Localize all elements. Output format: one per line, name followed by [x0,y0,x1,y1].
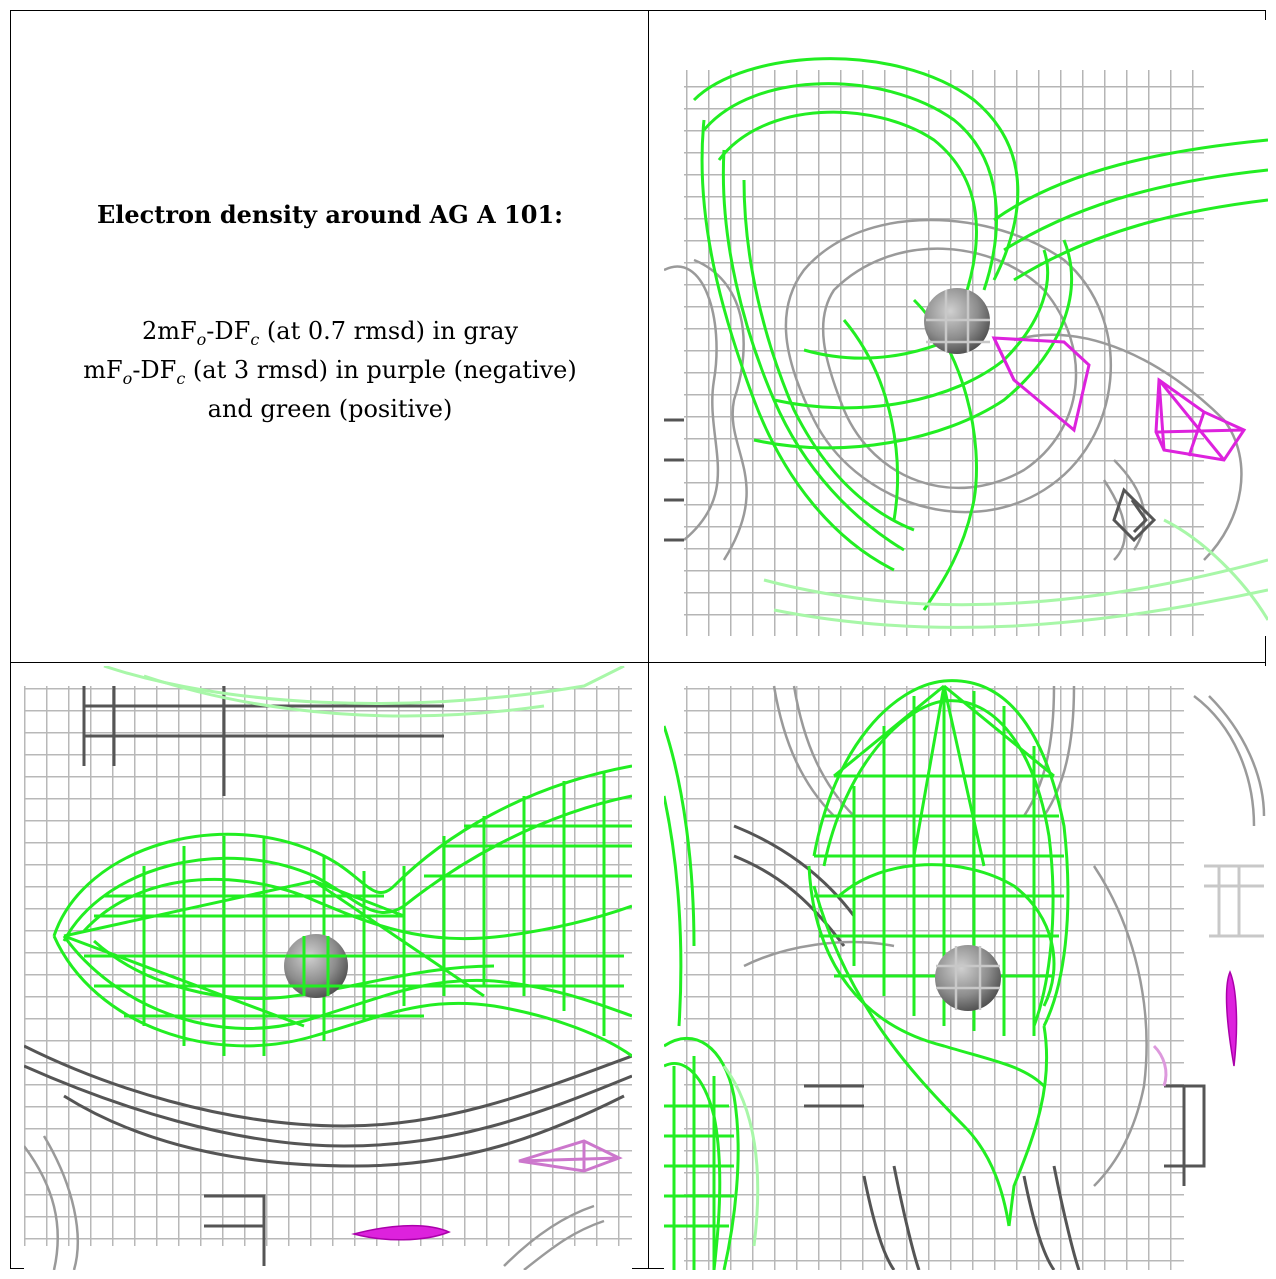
caption-title: Electron density around AG A 101: [97,200,563,229]
density-panel-top-right [664,20,1268,636]
horizontal-divider [10,662,1266,663]
green-mesh-over-atom [286,936,346,996]
gray-mesh-grid [684,686,1184,1270]
green-mesh-faded [103,666,625,718]
density-mesh-view-2 [24,666,632,1270]
purple-mesh-negative [991,336,1247,462]
vertical-divider [648,10,649,1269]
green-mesh-positive [664,679,1070,1270]
purple-mesh-faded [1152,1044,1168,1087]
green-mesh-faded [722,1065,760,1247]
green-mesh-positive [692,57,1268,611]
gray-mesh-over-atom [926,290,990,352]
figure-frame [10,10,1266,1269]
density-mesh-view-3 [664,679,1266,1270]
dark-mesh-edges [733,824,1206,1270]
dark-mesh-edges [664,418,1157,543]
ag-atom-sphere [284,934,348,998]
density-panel-bottom-left [24,666,632,1270]
density-mesh-view-1 [664,57,1268,636]
caption-line-gray: 2mFo-DFc (at 0.7 rmsd) in gray [141,317,519,349]
caption-line-difference: mFo-DFc (at 3 rmsd) in purple (negative) [83,355,577,388]
dark-mesh-edges [24,686,632,1266]
gray-mesh-grid [684,70,1204,636]
green-mesh-faded [763,518,1268,629]
ag-atom-sphere [935,945,1001,1011]
density-panel-bottom-right [664,666,1268,1270]
caption-line-green: and green (positive) [207,394,453,423]
purple-mesh-negative [351,1224,451,1241]
purple-mesh-negative [1225,970,1238,1067]
gray-mesh-over-atom [936,946,1000,1010]
caption-panel: Electron density around AG A 101: 2mFo-D… [26,200,634,425]
gray-mesh-contours [24,1135,605,1270]
green-mesh-positive [52,764,632,1058]
purple-mesh-faded [518,1139,623,1173]
gray-mesh-faded [1204,864,1264,938]
gray-mesh-contours [664,218,1243,561]
